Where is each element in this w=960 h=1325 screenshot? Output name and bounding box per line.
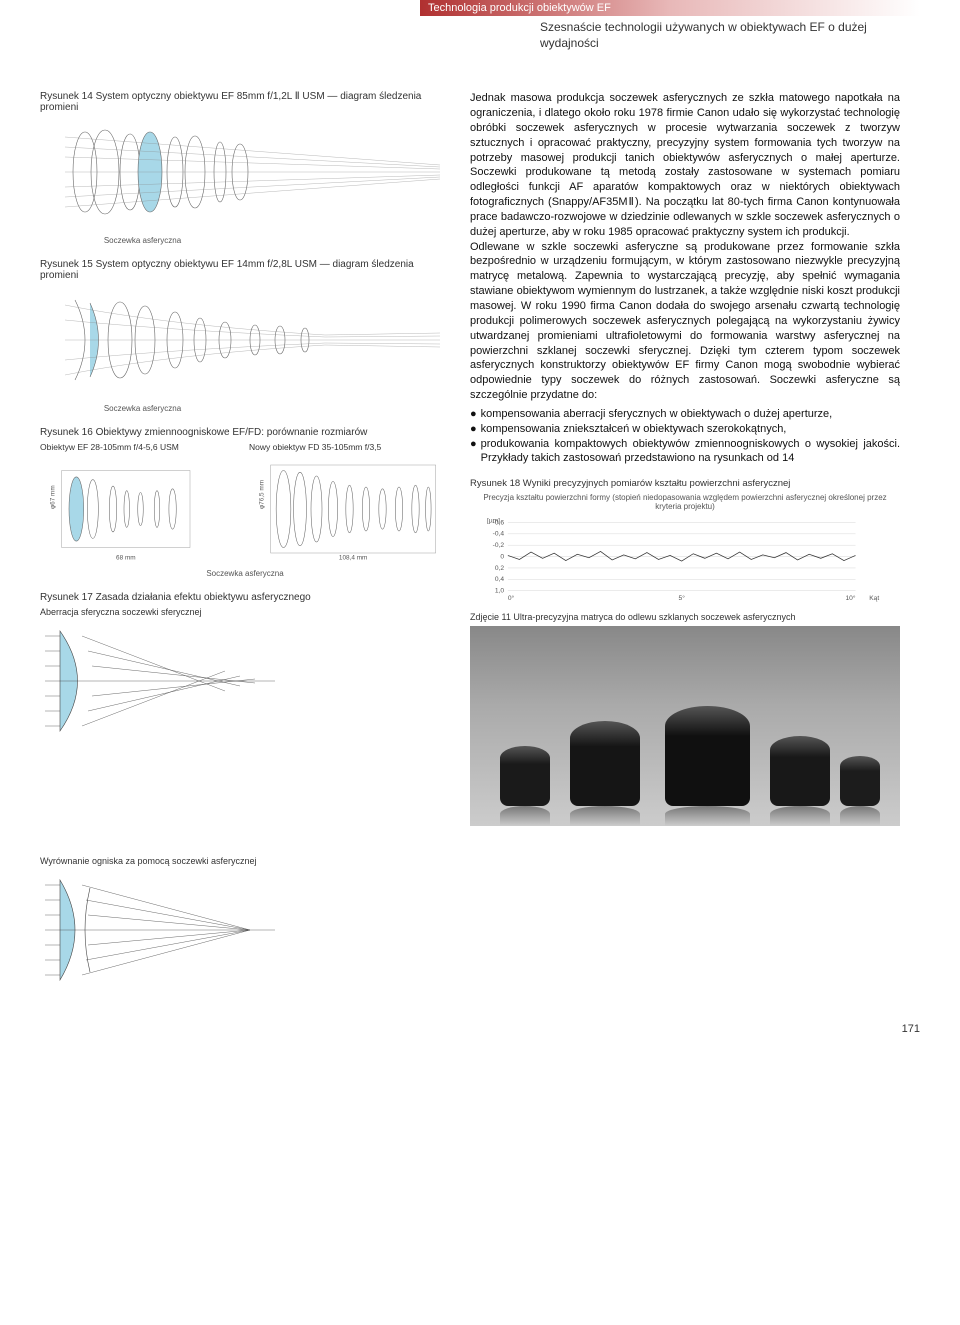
- fig15-caption: Soczewka asferyczna: [40, 404, 245, 413]
- bullet-list: ● kompensowania aberracji sferycznych w o…: [470, 407, 900, 466]
- mold-shape: [500, 746, 550, 806]
- mold-shape: [840, 756, 880, 806]
- mold-shape: [770, 736, 830, 806]
- bullet-3-text: produkowania kompaktowych obiektywów zmi…: [481, 437, 900, 467]
- fig18-ylabel: [µm]: [487, 518, 500, 525]
- fig17-diagram1: [40, 621, 280, 741]
- svg-text:0,4: 0,4: [495, 576, 505, 583]
- body-paragraph-2: Odlewane w szkle soczewki asferyczne są …: [470, 240, 900, 403]
- bullet-dot: ●: [470, 422, 477, 437]
- mold-shape: [665, 706, 750, 806]
- photo-caption: Zdjęcie 11 Ultra-precyzyjna matryca do o…: [470, 612, 900, 622]
- main-columns: Rysunek 14 System optyczny obiektywu EF …: [40, 91, 920, 826]
- fig17-diagram2: [40, 870, 280, 990]
- bullet-2: ● kompensowania zniekształceń w obiektywa…: [470, 422, 900, 437]
- svg-text:-0,2: -0,2: [493, 542, 505, 549]
- fig18: Rysunek 18 Wyniki precyzyjnych pomiarów …: [470, 478, 900, 606]
- fig16-right-diagram: φ76,5 mm 108,4 mm: [249, 454, 450, 564]
- svg-text:0°: 0°: [508, 594, 515, 602]
- fig18-chart: -0,6-0,4-0,200,20,41,0 [µm] 0°5°10° Kąt: [470, 513, 900, 603]
- mold-reflection: [665, 806, 750, 826]
- fig16-left-dia: φ67 mm: [49, 485, 56, 509]
- fig16-left-len: 68 mm: [116, 555, 136, 562]
- fig17-sub1: Aberracja sferyczna soczewki sferycznej: [40, 607, 450, 617]
- fig16-right-len: 108,4 mm: [339, 555, 367, 562]
- fig16-right-cell: Nowy obiektyw FD 35-105mm f/3,5 φ76,5 mm: [249, 442, 450, 567]
- svg-text:5°: 5°: [679, 594, 686, 602]
- left-column: Rysunek 14 System optyczny obiektywu EF …: [40, 91, 450, 826]
- fig14-caption: Soczewka asferyczna: [40, 236, 245, 245]
- fig17-sub2: Wyrównanie ogniska za pomocą soczewki as…: [40, 856, 920, 866]
- bullet-3: ● produkowania kompaktowych obiektywów zm…: [470, 437, 900, 467]
- mold-reflection: [770, 806, 830, 826]
- fig16-mid-caption: Soczewka asferyczna: [143, 569, 348, 578]
- fig17-label: Rysunek 17 Zasada działania efektu obiek…: [40, 592, 450, 603]
- photo-molds: [470, 626, 900, 826]
- fig18-label: Rysunek 18 Wyniki precyzyjnych pomiarów …: [470, 478, 900, 489]
- fig15-diagram: [40, 285, 450, 395]
- mold-shape: [570, 721, 640, 806]
- fig18-sublabel: Precyzja kształtu powierzchni formy (sto…: [470, 493, 900, 511]
- fig14-diagram: [40, 117, 450, 227]
- fig16-right-title: Nowy obiektyw FD 35-105mm f/3,5: [249, 442, 450, 452]
- mold-reflection: [500, 806, 550, 826]
- bullet-dot: ●: [470, 407, 477, 422]
- bullet-1-text: kompensowania aberracji sferycznych w ob…: [481, 407, 833, 422]
- bullet-1: ● kompensowania aberracji sferycznych w o…: [470, 407, 900, 422]
- svg-text:10°: 10°: [845, 594, 855, 602]
- bullet-2-text: kompensowania zniekształceń w obiektywac…: [481, 422, 787, 437]
- fig16-right-dia: φ76,5 mm: [258, 480, 265, 509]
- svg-text:1,0: 1,0: [495, 588, 505, 595]
- bullet-dot: ●: [470, 437, 477, 452]
- svg-text:-0,4: -0,4: [493, 531, 505, 538]
- section-subtitle: Szesnaście technologii używanych w obiek…: [540, 20, 920, 51]
- fig18-xlabel: Kąt: [869, 595, 879, 602]
- fig16-row: Obiektyw EF 28-105mm f/4-5,6 USM φ67 mm …: [40, 442, 450, 567]
- body-paragraph-1: Jednak masowa produkcja soczewek asferyc…: [470, 91, 900, 239]
- section-header: Technologia produkcji obiektywów EF: [420, 0, 920, 16]
- mold-reflection: [840, 806, 880, 826]
- svg-text:0,2: 0,2: [495, 565, 505, 572]
- fig15-label: Rysunek 15 System optyczny obiektywu EF …: [40, 259, 450, 281]
- fig16-left-cell: Obiektyw EF 28-105mm f/4-5,6 USM φ67 mm …: [40, 442, 241, 567]
- fig16-left-diagram: φ67 mm 68 mm: [40, 454, 241, 564]
- fig16-left-title: Obiektyw EF 28-105mm f/4-5,6 USM: [40, 442, 241, 452]
- svg-text:0: 0: [500, 554, 504, 561]
- page-number: 171: [40, 1023, 920, 1035]
- bottom-section: Wyrównanie ogniska za pomocą soczewki as…: [40, 856, 920, 993]
- right-column: Jednak masowa produkcja soczewek asferyc…: [470, 91, 900, 826]
- fig16-label: Rysunek 16 Obiektywy zmiennoogniskowe EF…: [40, 427, 450, 438]
- fig14-label: Rysunek 14 System optyczny obiektywu EF …: [40, 91, 450, 113]
- mold-reflection: [570, 806, 640, 826]
